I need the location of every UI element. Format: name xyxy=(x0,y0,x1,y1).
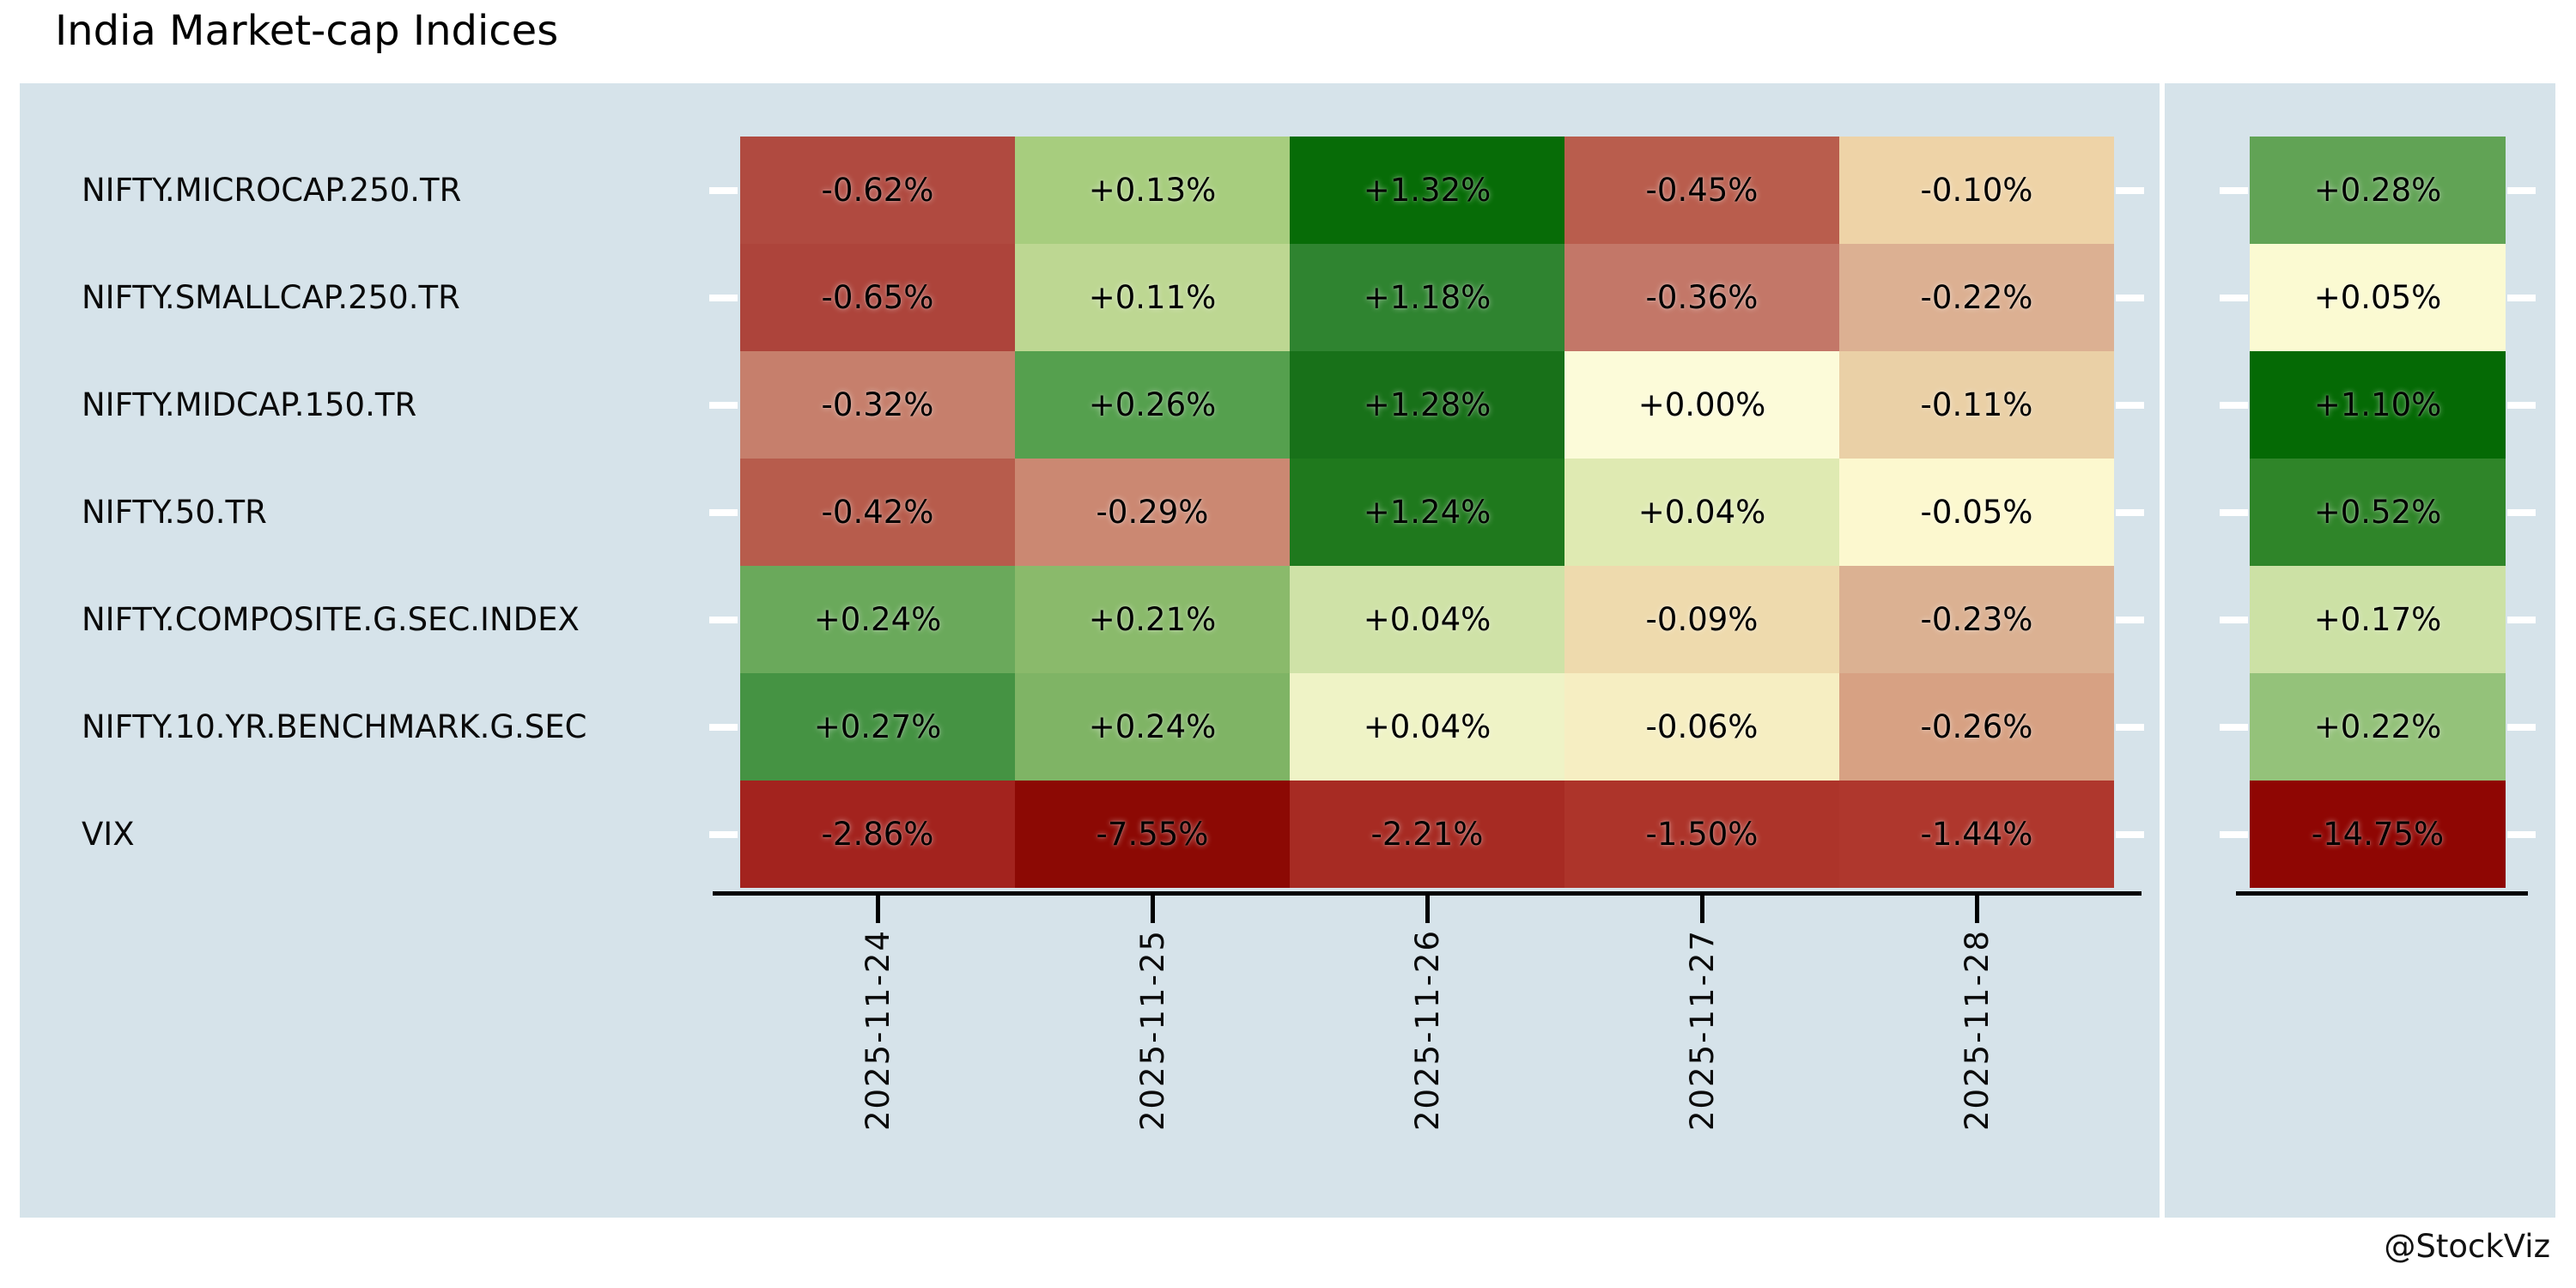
row-label: NIFTY.MICROCAP.250.TR xyxy=(82,172,462,209)
x-axis-label: 2025-11-24 xyxy=(740,929,1015,1152)
x-axis-label-text: 2025-11-28 xyxy=(1958,929,1996,1132)
x-axis-label-text: 2025-11-26 xyxy=(1408,929,1446,1132)
summary-cell: +0.05% xyxy=(2250,244,2506,351)
attribution-text: @StockViz xyxy=(2384,1228,2550,1265)
row-tick xyxy=(709,401,738,409)
summary-cell: +1.10% xyxy=(2250,351,2506,459)
heatmap-cell: +0.00% xyxy=(1564,351,1839,459)
row-tick xyxy=(2220,186,2248,194)
row-tick xyxy=(2116,616,2144,623)
summary-cell: +0.22% xyxy=(2250,673,2506,781)
heatmap-cell: -0.62% xyxy=(740,137,1015,244)
x-axis-label-text: 2025-11-24 xyxy=(859,929,896,1132)
heatmap-cell: -2.86% xyxy=(740,781,1015,888)
row-label: NIFTY.COMPOSITE.G.SEC.INDEX xyxy=(82,601,580,638)
heatmap-cell: -0.23% xyxy=(1839,566,2114,673)
row-label: VIX xyxy=(82,816,135,853)
row-tick xyxy=(2220,401,2248,409)
x-axis-tick xyxy=(1425,896,1430,923)
heatmap-cell: -0.05% xyxy=(1839,459,2114,566)
heatmap-cell: -0.06% xyxy=(1564,673,1839,781)
heatmap-cell: +0.04% xyxy=(1290,566,1564,673)
heatmap-cell: -0.45% xyxy=(1564,137,1839,244)
x-axis-tick xyxy=(876,896,880,923)
heatmap-cell: -1.50% xyxy=(1564,781,1839,888)
summary-cell: +0.52% xyxy=(2250,459,2506,566)
heatmap-cell: +0.13% xyxy=(1015,137,1290,244)
row-tick xyxy=(709,508,738,516)
x-axis-summary xyxy=(2236,891,2528,896)
row-tick xyxy=(2116,723,2144,731)
heatmap-cell: +0.04% xyxy=(1564,459,1839,566)
row-tick xyxy=(2220,616,2248,623)
heatmap-cell: +1.24% xyxy=(1290,459,1564,566)
heatmap-cell: -0.32% xyxy=(740,351,1015,459)
row-tick xyxy=(2116,508,2144,516)
row-tick xyxy=(709,830,738,838)
heatmap-cell: -0.36% xyxy=(1564,244,1839,351)
x-axis-label: 2025-11-25 xyxy=(1015,929,1290,1152)
row-tick xyxy=(2507,508,2536,516)
heatmap-cell: -0.09% xyxy=(1564,566,1839,673)
heatmap-cell: +0.04% xyxy=(1290,673,1564,781)
row-tick xyxy=(2220,508,2248,516)
heatmap-cell: +1.18% xyxy=(1290,244,1564,351)
row-tick xyxy=(2507,830,2536,838)
heatmap-cell: +1.32% xyxy=(1290,137,1564,244)
row-label: NIFTY.SMALLCAP.250.TR xyxy=(82,279,460,316)
x-axis-main xyxy=(713,891,2142,896)
heatmap-cell: +1.28% xyxy=(1290,351,1564,459)
row-tick xyxy=(2220,294,2248,301)
row-tick xyxy=(2507,186,2536,194)
x-axis-tick xyxy=(1975,896,1979,923)
heatmap-cell: -0.65% xyxy=(740,244,1015,351)
row-label: NIFTY.50.TR xyxy=(82,494,267,531)
x-axis-label: 2025-11-28 xyxy=(1839,929,2114,1152)
row-tick xyxy=(2507,616,2536,623)
x-axis-tick xyxy=(1700,896,1704,923)
x-axis-label: 2025-11-26 xyxy=(1290,929,1564,1152)
heatmap-cell: +0.27% xyxy=(740,673,1015,781)
heatmap-cell: -1.44% xyxy=(1839,781,2114,888)
row-tick xyxy=(2116,186,2144,194)
row-tick xyxy=(2507,723,2536,731)
row-tick xyxy=(709,294,738,301)
row-label: NIFTY.10.YR.BENCHMARK.G.SEC xyxy=(82,708,587,745)
heatmap-cell: -0.11% xyxy=(1839,351,2114,459)
summary-cell: -14.75% xyxy=(2250,781,2506,888)
row-tick xyxy=(2507,294,2536,301)
heatmap-cell: +0.21% xyxy=(1015,566,1290,673)
x-axis-label-text: 2025-11-25 xyxy=(1133,929,1171,1132)
heatmap-cell: -0.22% xyxy=(1839,244,2114,351)
row-tick xyxy=(709,616,738,623)
heatmap-cell: -7.55% xyxy=(1015,781,1290,888)
heatmap-cell: +0.24% xyxy=(1015,673,1290,781)
row-tick xyxy=(2507,401,2536,409)
heatmap-cell: -0.10% xyxy=(1839,137,2114,244)
row-tick xyxy=(2220,830,2248,838)
row-tick xyxy=(709,723,738,731)
heatmap-cell: +0.11% xyxy=(1015,244,1290,351)
row-tick xyxy=(2116,830,2144,838)
page-title: India Market-cap Indices xyxy=(55,7,559,55)
x-axis-label: 2025-11-27 xyxy=(1564,929,1839,1152)
row-tick xyxy=(2116,401,2144,409)
heatmap-cell: -0.29% xyxy=(1015,459,1290,566)
row-tick xyxy=(2116,294,2144,301)
heatmap-cell: +0.26% xyxy=(1015,351,1290,459)
heatmap-cell: -0.26% xyxy=(1839,673,2114,781)
row-label: NIFTY.MIDCAP.150.TR xyxy=(82,386,417,423)
heatmap-cell: +0.24% xyxy=(740,566,1015,673)
summary-cell: +0.28% xyxy=(2250,137,2506,244)
row-tick xyxy=(709,186,738,194)
x-axis-label-text: 2025-11-27 xyxy=(1683,929,1721,1132)
heatmap-cell: -0.42% xyxy=(740,459,1015,566)
row-tick xyxy=(2220,723,2248,731)
heatmap-cell: -2.21% xyxy=(1290,781,1564,888)
x-axis-tick xyxy=(1151,896,1155,923)
summary-cell: +0.17% xyxy=(2250,566,2506,673)
